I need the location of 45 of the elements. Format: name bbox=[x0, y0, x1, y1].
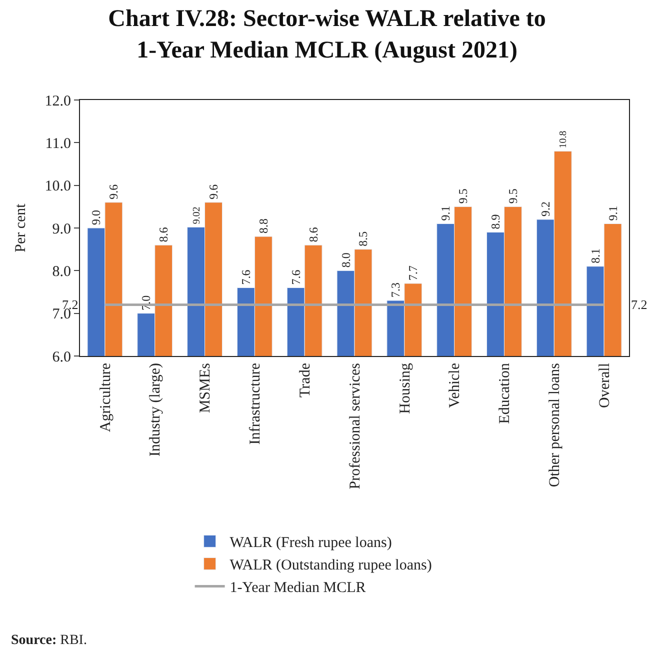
data-label: 9.1 bbox=[438, 206, 453, 221]
x-tick-label: Overall bbox=[596, 363, 613, 408]
y-axis-title: Per cent bbox=[13, 202, 29, 252]
y-tick-label: 9.0 bbox=[52, 221, 71, 238]
data-label: 8.9 bbox=[488, 214, 502, 230]
data-label: 9.5 bbox=[456, 188, 470, 204]
data-label: 8.1 bbox=[588, 248, 602, 264]
y-tick-label: 11.0 bbox=[45, 136, 71, 152]
data-label: 8.0 bbox=[338, 252, 353, 268]
x-tick-label: Agriculture bbox=[98, 362, 114, 432]
x-tick-label: Vehicle bbox=[447, 362, 464, 408]
y-tick-label: 10.0 bbox=[44, 178, 71, 195]
x-tick-label: Infrastructure bbox=[248, 362, 264, 445]
x-tick-label: Trade bbox=[297, 362, 314, 398]
data-label: 8.6 bbox=[156, 227, 171, 242]
annotation: 7.2 bbox=[631, 297, 648, 312]
data-label: 8.6 bbox=[306, 227, 320, 242]
x-tick-label: Industry (large) bbox=[148, 363, 164, 456]
data-label: 9.6 bbox=[106, 184, 121, 200]
x-tick-label: Housing bbox=[397, 362, 414, 414]
x-tick-label: MSMEs bbox=[198, 362, 214, 414]
data-label: 8.5 bbox=[356, 231, 370, 246]
data-label: 7.6 bbox=[238, 270, 253, 285]
data-label: 9.2 bbox=[538, 201, 552, 216]
y-tick-label: 6.0 bbox=[52, 349, 71, 366]
chart-title: Chart IV.28: Sector-wise WALR relative to 1-Year Median MCLR (August 2021) bbox=[108, 6, 546, 64]
y-tick-label: 12.0 bbox=[44, 93, 71, 110]
data-label: 7.3 bbox=[388, 282, 403, 298]
legend-label: WALR (Fresh rupee loans) bbox=[230, 535, 392, 552]
data-label: 10.8 bbox=[558, 130, 570, 148]
data-label: 9.1 bbox=[606, 206, 620, 221]
data-label: 7.7 bbox=[406, 265, 420, 280]
legend-label: 1-Year Median MCLR bbox=[230, 580, 366, 596]
data-label: 7.6 bbox=[288, 270, 303, 285]
data-label: 8.8 bbox=[256, 218, 270, 234]
y-tick-label: 8.0 bbox=[52, 264, 71, 280]
data-label: 9.02 bbox=[191, 206, 202, 224]
x-tick-label: Professional services bbox=[347, 362, 364, 490]
x-tick-label: Other personal loans bbox=[547, 362, 564, 488]
text: Source: RBI. bbox=[11, 633, 87, 648]
legend-label: WALR (Outstanding rupee loans) bbox=[230, 558, 432, 574]
data-label: 9.0 bbox=[89, 210, 104, 225]
data-label: 9.5 bbox=[506, 188, 520, 204]
data-label: 9.6 bbox=[206, 184, 221, 200]
x-tick-label: Education bbox=[497, 362, 514, 424]
